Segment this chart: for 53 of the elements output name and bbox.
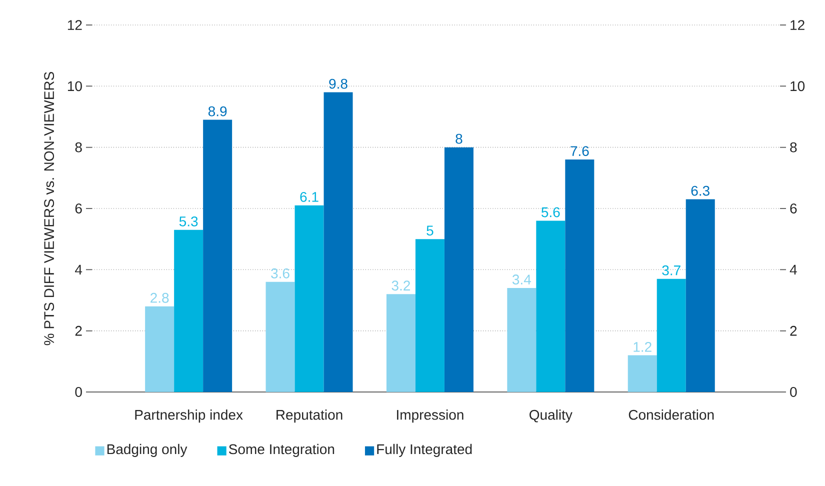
y-tick-label: 4 <box>75 264 82 274</box>
y-tick-label: 6 <box>75 204 82 214</box>
legend-label: Some Integration <box>229 444 334 457</box>
y2-tick-label: 12 <box>790 20 804 30</box>
bar <box>294 205 324 392</box>
bar <box>145 306 174 392</box>
y2-tick-label: 8 <box>790 142 797 152</box>
x-tick-label: Reputation <box>276 410 342 423</box>
y2-tick-label: 0 <box>790 387 797 397</box>
y2-tick-label: 10 <box>790 81 805 92</box>
bar <box>386 294 416 392</box>
y-tick-label: 0 <box>75 387 82 397</box>
x-tick-label: Partnership index <box>135 410 243 423</box>
data-label: 6.1 <box>300 192 318 202</box>
x-tick-label: Consideration <box>628 410 714 420</box>
data-label: 2.8 <box>150 292 169 303</box>
bar <box>565 160 594 392</box>
y2-tick-label: 4 <box>790 264 797 274</box>
y-tick-label: 2 <box>75 326 82 336</box>
bar <box>415 239 444 392</box>
bar <box>536 220 566 392</box>
data-label: 5 <box>426 226 434 236</box>
data-label: 7.6 <box>570 146 589 156</box>
y2-tick-label: 6 <box>790 204 797 214</box>
bar <box>266 282 295 392</box>
data-label: 3.6 <box>271 268 290 278</box>
data-label: 5.6 <box>542 207 560 218</box>
y-tick-label: 10 <box>68 81 82 92</box>
bar <box>656 278 686 392</box>
data-label: 1.2 <box>634 342 652 352</box>
data-label: 8.9 <box>208 106 227 116</box>
data-label: 3.2 <box>392 280 410 291</box>
data-label: 3.4 <box>512 274 531 284</box>
bar <box>628 355 657 392</box>
bar <box>507 288 536 392</box>
y-tick-label: 8 <box>75 142 82 152</box>
data-label: 6.3 <box>691 186 710 196</box>
data-label: 5.3 <box>179 216 198 226</box>
legend-label: Badging only <box>107 444 188 457</box>
y-axis-title: % PTS DIFF VIEWERS vs. NON-VIEWERS <box>44 72 54 346</box>
bar <box>174 230 204 392</box>
bar <box>686 199 715 392</box>
x-tick-label: Quality <box>530 410 572 423</box>
y2-tick-label: 2 <box>790 326 797 336</box>
legend-label: Fully Integrated <box>377 444 472 457</box>
data-label: 3.7 <box>662 265 680 276</box>
y-tick-label: 12 <box>68 20 82 30</box>
bar <box>444 147 474 392</box>
bar <box>324 92 353 392</box>
x-tick-label: Impression <box>397 410 464 423</box>
data-label: 9.8 <box>329 78 348 89</box>
bar <box>203 120 232 392</box>
data-label: 8 <box>456 134 462 144</box>
